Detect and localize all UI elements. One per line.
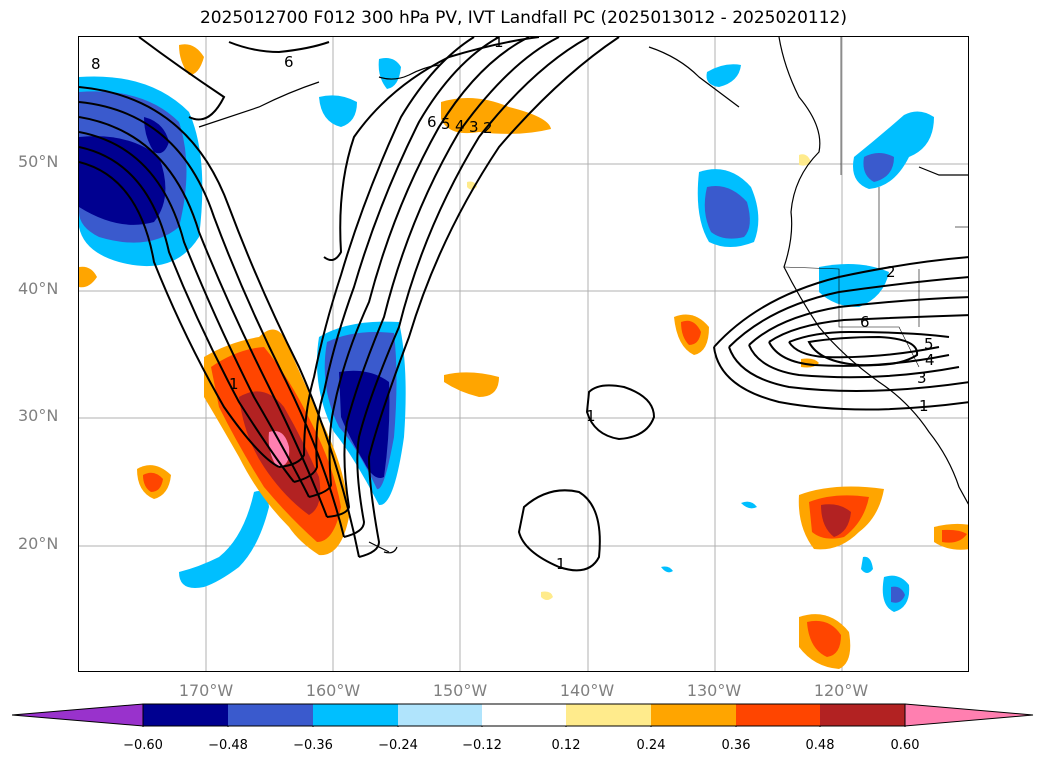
contour-label: 1: [556, 555, 566, 573]
colorbar-tick: −0.48: [208, 738, 248, 753]
lon-label: 120°W: [813, 681, 869, 700]
contour-label: 2: [483, 119, 493, 137]
lon-label: 170°W: [178, 681, 234, 700]
ivt-contours: [79, 37, 968, 572]
lat-label: 20°N: [18, 534, 59, 553]
contour-label: 6: [284, 53, 294, 71]
borders: [783, 37, 968, 368]
colorbar-tick: −0.12: [462, 738, 502, 753]
lon-label: 150°W: [432, 681, 488, 700]
contour-label: 6: [860, 313, 870, 331]
lon-label: 160°W: [305, 681, 361, 700]
contour-label: 8: [91, 55, 101, 73]
colorbar-tick: 0.48: [805, 738, 835, 753]
contour-label: 1: [919, 397, 929, 415]
lat-label: 40°N: [18, 279, 59, 298]
colorbar-tick: 0.60: [890, 738, 920, 753]
contour-label: 4: [925, 351, 935, 369]
lat-label: 30°N: [18, 406, 59, 425]
colorbar-tick: −0.24: [378, 738, 418, 753]
contour-label: 6: [427, 113, 437, 131]
contour-label: 4: [455, 117, 465, 135]
lon-label: 140°W: [559, 681, 615, 700]
contour-label: 1: [494, 36, 504, 51]
contour-label: 3: [469, 118, 479, 136]
colorbar-tick: 0.12: [551, 738, 581, 753]
lon-label: 130°W: [686, 681, 742, 700]
coastlines: [198, 37, 968, 554]
lat-label: 50°N: [18, 152, 59, 171]
colorbar-tick: −0.36: [293, 738, 333, 753]
pv-positive-shading: [79, 44, 968, 669]
pv-negative-shading: [79, 58, 934, 612]
contour-label: 5: [924, 335, 934, 353]
colorbar-tick: 0.24: [636, 738, 666, 753]
map-title: 2025012700 F012 300 hPa PV, IVT Landfall…: [199, 8, 847, 28]
colorbar-tick: −0.60: [123, 738, 163, 753]
map-panel[interactable]: 6 1 6 5 4 3 2 1 1 1 2 6 5 4 3 1 8: [78, 36, 969, 672]
colorbar: [12, 703, 1034, 727]
contour-label: 5: [441, 115, 451, 133]
colorbar-tick: 0.36: [721, 738, 751, 753]
contour-label: 2: [886, 263, 896, 281]
contour-label: 1: [229, 375, 239, 393]
contour-label: 3: [917, 369, 927, 387]
contour-label: 1: [586, 407, 596, 425]
